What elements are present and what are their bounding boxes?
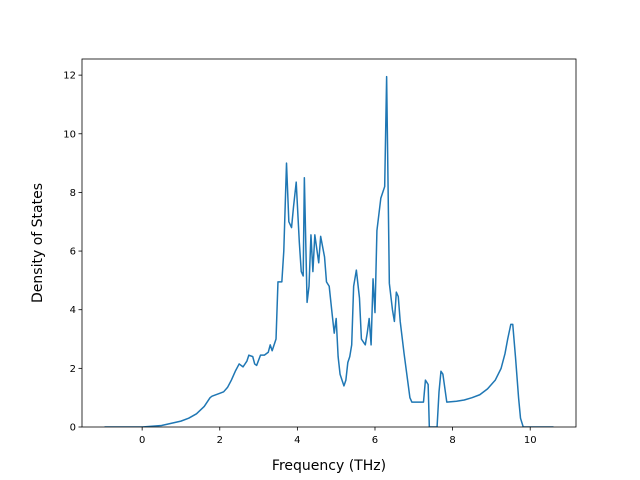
x-tick-label: 0: [139, 435, 145, 446]
x-axis-label: Frequency (THz): [272, 458, 386, 474]
x-tick-label: 8: [449, 435, 455, 446]
plot-frame: [81, 58, 577, 428]
y-tick-label: 8: [70, 188, 76, 199]
x-tick-label: 10: [524, 435, 537, 446]
x-tick-label: 4: [294, 435, 300, 446]
y-tick-label: 4: [70, 305, 76, 316]
y-axis-label: Density of States: [30, 183, 46, 303]
y-tick-label: 12: [63, 71, 76, 82]
y-tick-label: 0: [70, 423, 76, 434]
y-tick-label: 2: [70, 364, 76, 375]
line-series: [104, 75, 554, 427]
x-tick-label: 6: [372, 435, 378, 446]
y-tick-label: 10: [63, 129, 76, 140]
y-tick-label: 6: [70, 247, 76, 258]
x-tick-label: 2: [217, 435, 223, 446]
